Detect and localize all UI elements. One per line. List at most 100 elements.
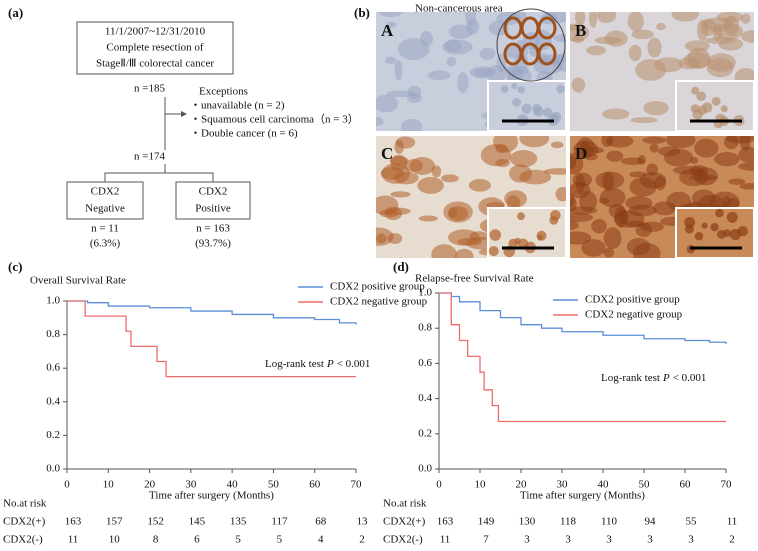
nucleus [521,103,532,114]
nucleus [500,85,509,93]
risk-value: 3 [565,534,571,546]
risk-value: 118 [560,516,577,528]
gland [537,16,557,40]
x-tick-label: 0 [64,479,70,491]
risk-value: 149 [478,516,495,528]
x-axis-label: Time after surgery (Months) [520,490,645,502]
risk-value: 3 [606,534,612,546]
tissue [579,190,597,212]
tissue [443,201,473,223]
x-tick-label: 30 [185,479,197,491]
region-circle [496,8,566,82]
x-tick-label: 70 [351,479,363,491]
tissue [545,12,566,23]
chart-title: Relapse-free Survival Rate [415,273,534,285]
risk-value: 163 [437,516,454,528]
nucleus [715,208,724,218]
tissue [595,171,625,189]
nucleus [701,222,708,229]
tissue [591,218,607,234]
tissue [625,196,653,211]
y-tick-label: 1.0 [418,287,432,299]
tissue [738,162,754,171]
gland [537,42,557,66]
tissue [427,70,451,81]
y-tick-label: 0.6 [418,357,432,369]
y-tick-label: 0.2 [418,427,432,439]
tissue [589,12,598,28]
flow-text: Negative [85,203,125,215]
tissue [741,30,754,43]
tissue [586,45,606,56]
flow-box [175,181,251,220]
nucleus [550,209,561,221]
risk-title: No.at risk [3,498,47,510]
annotation-part: P [662,372,670,384]
tissue [394,59,403,81]
tissue [628,44,642,62]
annotation: Log-rank test P < 0.001 [601,372,706,384]
nucleus [517,212,525,221]
tissue [706,57,734,78]
annotation: Log-rank test P < 0.001 [265,358,370,370]
tissue [631,29,654,40]
risk-value: 4 [318,534,324,546]
tissue [630,116,658,124]
tissue [431,244,457,258]
tissue [728,178,746,185]
tissue [390,154,408,172]
flow-line [104,164,214,182]
flow-text: (93.7%) [195,238,231,250]
tissue [626,237,651,256]
tissue [671,12,700,22]
tissue [603,247,615,258]
flow-text: n = 163 [196,223,230,235]
nucleus [684,224,694,234]
x-tick-label: 50 [639,479,651,491]
x-tick-label: 50 [268,479,280,491]
tissue [504,190,527,208]
tissue [639,171,667,189]
risk-value: 7 [483,534,489,546]
y-tick-label: 0.8 [46,328,60,340]
flow-text: ・unavailable (n = 2) [190,100,285,112]
legend-label: CDX2 negative group [585,309,683,321]
tissue [738,146,754,163]
tissue [602,108,630,120]
flow-text: ・Double cancer (n = 6) [190,128,298,140]
tissue [740,13,751,24]
nucleus [517,85,525,94]
y-tick-label: 0.6 [46,362,60,374]
risk-value: 157 [106,516,123,528]
tissue [714,23,744,40]
panel-label: (a) [8,5,23,20]
tissue [397,38,430,61]
panel-label: (b) [354,5,370,20]
annotation-part: < 0.001 [337,358,371,370]
tissue [384,56,397,65]
panel-label: (d) [393,259,409,274]
x-tick-label: 40 [598,479,610,491]
tissue [400,118,423,131]
risk-row-label: CDX2(-) [383,534,423,546]
risk-value: 94 [645,516,657,528]
tissue [574,12,586,26]
x-tick-label: 40 [227,479,239,491]
tissue [649,143,659,153]
survival-curve [439,292,727,345]
x-tick-label: 60 [680,479,692,491]
tissue [571,77,586,93]
nucleus [684,217,696,228]
x-tick-label: 30 [557,479,569,491]
tissue [678,57,700,70]
tissue [555,186,566,202]
tissue [575,173,585,195]
nucleus [488,246,499,257]
micrograph [570,136,754,258]
tissue [603,227,622,249]
flow-text: (6.3%) [90,238,121,250]
tissue [627,12,644,32]
survival-curve [67,300,357,325]
tissue [694,138,719,158]
